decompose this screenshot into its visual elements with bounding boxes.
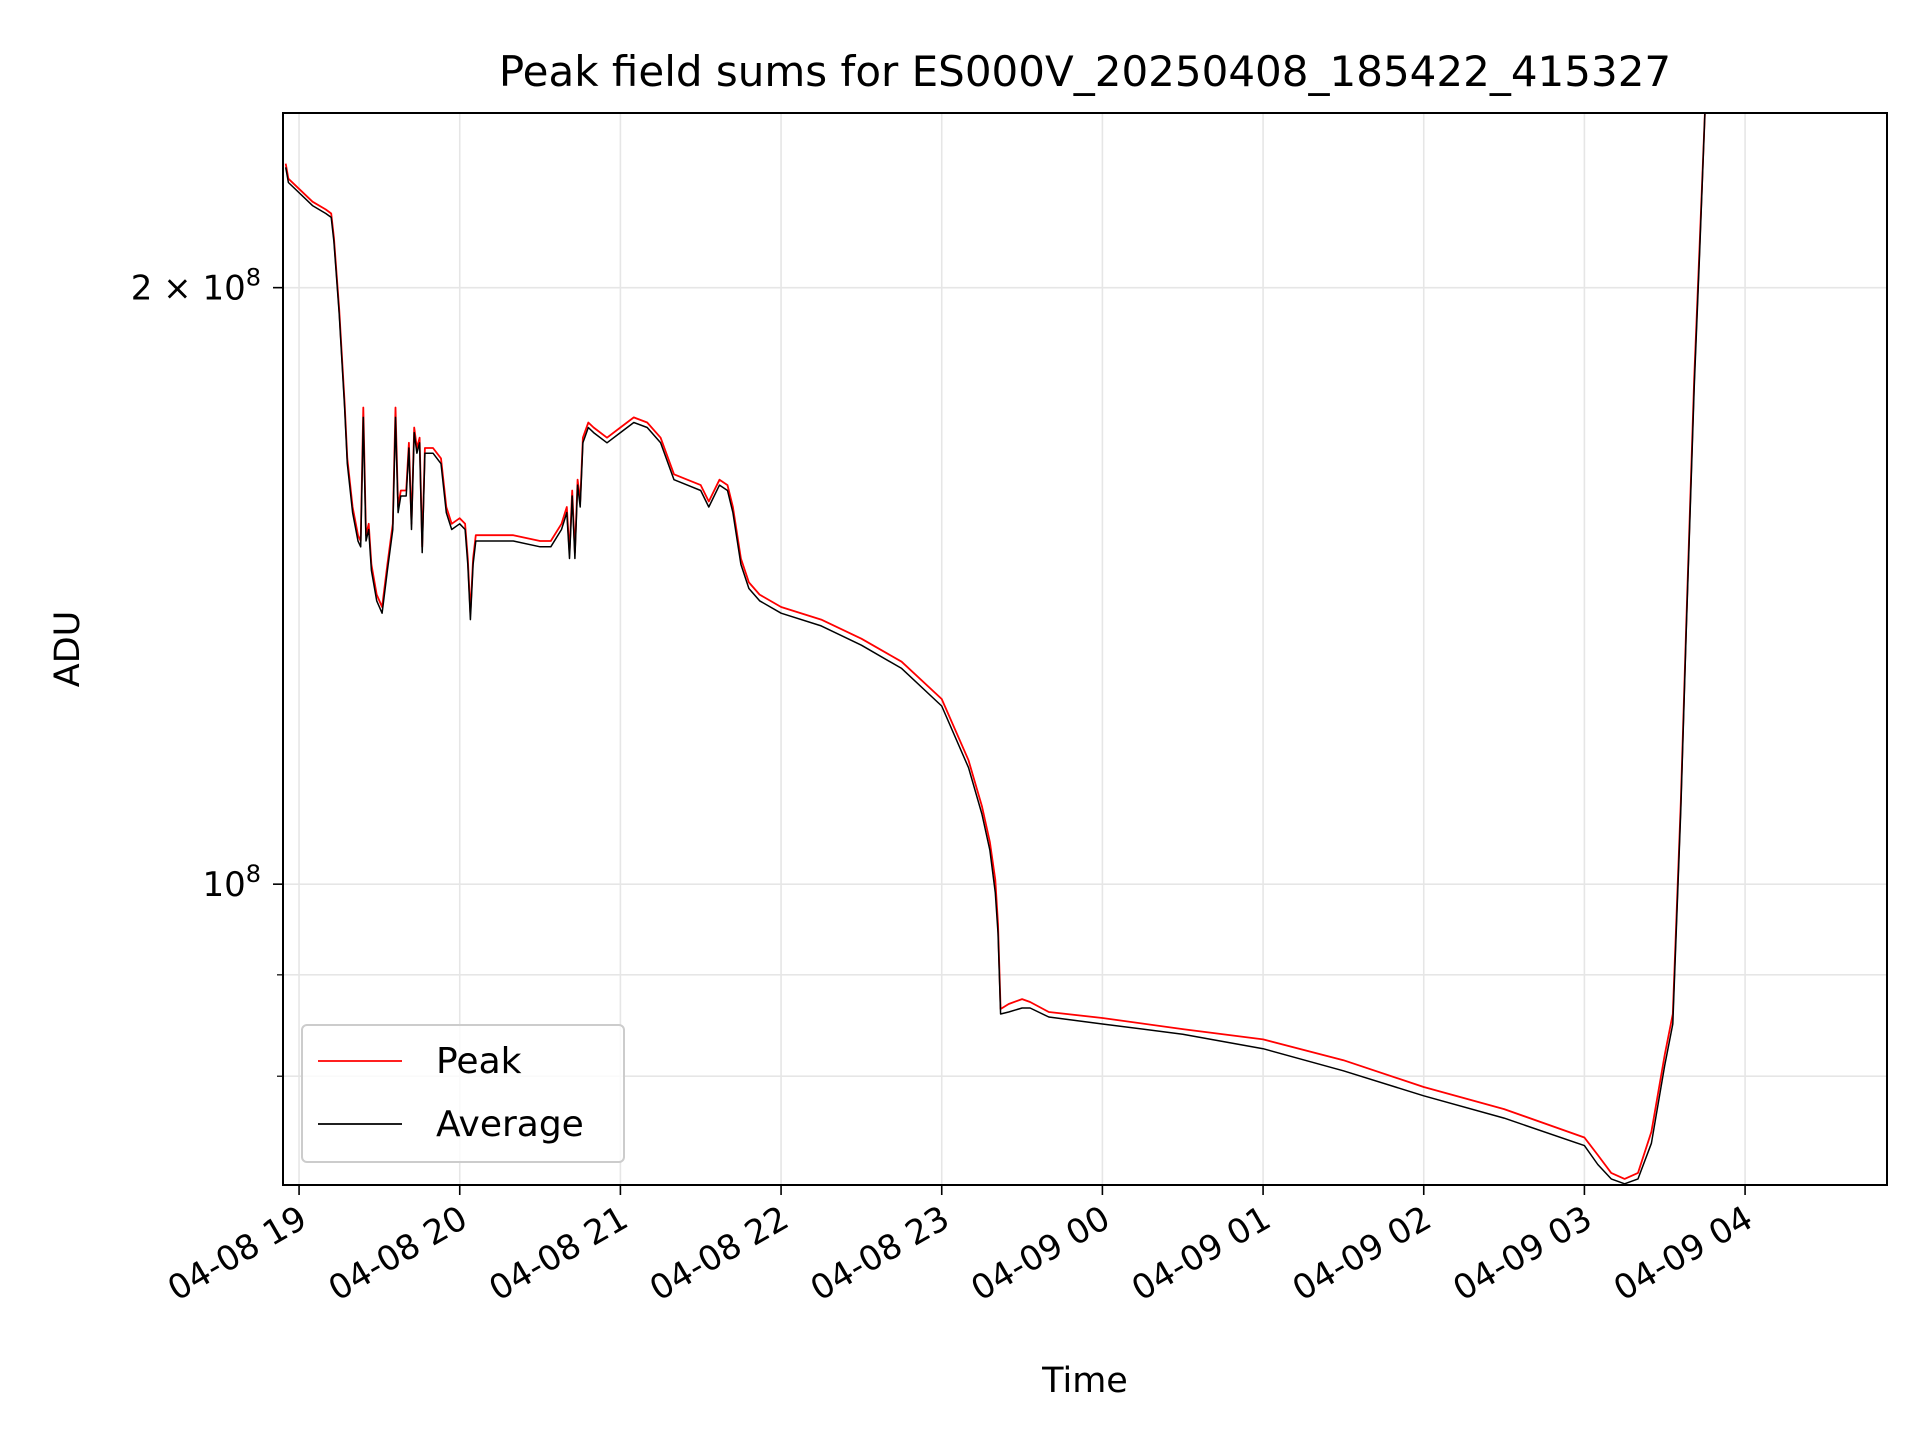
- grid-lines: [283, 113, 1887, 1185]
- series-line-average: [284, 113, 1887, 1185]
- chart-title: Peak field sums for ES000V_20250408_1854…: [499, 47, 1671, 96]
- plot-area: [284, 113, 1887, 1185]
- plot-frame: [282, 112, 1888, 1186]
- x-axis-title: Time: [1041, 1361, 1128, 1401]
- y-tick-label: 108: [202, 860, 261, 905]
- legend: Peak Average: [301, 1024, 625, 1163]
- series-line-peak: [284, 113, 1887, 1180]
- y-tick-label: 2 × 108: [131, 264, 261, 309]
- legend-label-peak: Peak: [436, 1041, 522, 1082]
- y-axis-title: ADU: [48, 611, 88, 688]
- legend-label-average: Average: [436, 1104, 584, 1145]
- legend-box: [301, 1024, 625, 1163]
- y-axis: 108 2 × 108: [131, 264, 283, 1077]
